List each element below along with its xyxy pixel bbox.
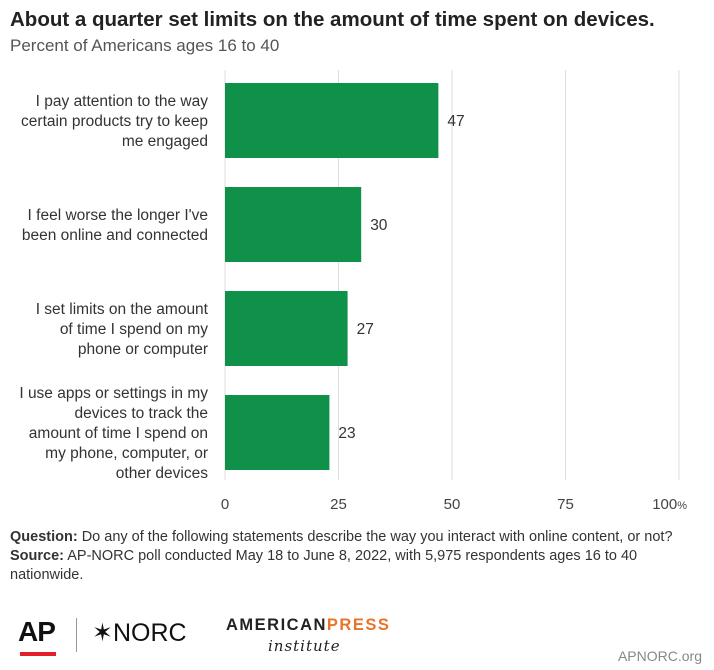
ap-logo: AP <box>18 616 56 647</box>
bar-1 <box>225 83 439 158</box>
tick-label-25: 25 <box>330 496 347 513</box>
question-text: Do any of the following statements descr… <box>77 529 673 545</box>
category-label-line: my phone, computer, or <box>45 445 208 462</box>
category-label-line: I use apps or settings in my <box>19 385 208 402</box>
category-label-line: of time I spend on my <box>60 321 208 338</box>
source-note: Source: AP-NORC poll conducted May 18 to… <box>10 547 700 585</box>
value-label-1: 47 <box>447 113 464 130</box>
api-logo-institute: institute <box>268 637 341 655</box>
bar-3 <box>225 291 348 366</box>
bar-chart: I pay attention to the way certain produc… <box>19 70 687 513</box>
category-label-line: I set limits on the amount <box>36 301 209 318</box>
api-logo-press: PRESS <box>326 616 391 634</box>
tick-label-75: 75 <box>557 496 574 513</box>
tick-unit: % <box>677 500 687 512</box>
category-label-line: I feel worse the longer I've <box>28 207 208 224</box>
value-label-3: 27 <box>357 321 374 338</box>
value-labels: 47 30 27 23 <box>338 113 464 442</box>
bars <box>225 83 439 470</box>
category-label-1: I pay attention to the way certain produc… <box>21 93 208 150</box>
chart-title: About a quarter set limits on the amount… <box>10 8 655 31</box>
bar-2 <box>225 187 362 262</box>
value-label-4: 23 <box>338 425 355 442</box>
category-label-line: amount of time I spend on <box>29 425 208 442</box>
value-label-2: 30 <box>370 217 388 234</box>
chart-subtitle: Percent of Americans ages 16 to 40 <box>10 36 280 55</box>
api-logo-american: AMERICAN <box>226 616 327 634</box>
source-label: Source: <box>10 548 64 564</box>
logo-bar: AP ✶NORC AMERICANPRESS institute <box>14 614 414 656</box>
tick-label-100: 100% <box>652 496 687 513</box>
category-label-line: I pay attention to the way <box>36 93 209 110</box>
category-label-line: me engaged <box>122 133 208 150</box>
category-label-line: other devices <box>116 465 208 482</box>
question-note: Question: Do any of the following statem… <box>10 528 700 547</box>
api-logo: AMERICANPRESS <box>226 616 390 635</box>
ap-logo-underline <box>20 652 56 656</box>
tick-label-0: 0 <box>221 496 229 513</box>
logo-divider <box>76 618 77 652</box>
question-label: Question: <box>10 529 78 545</box>
x-axis-ticks: 0 25 50 75 100% <box>221 496 687 513</box>
category-label-line: phone or computer <box>78 341 208 358</box>
category-label-line: devices to track the <box>74 405 208 422</box>
category-label-3: I set limits on the amount of time I spen… <box>36 301 209 358</box>
norc-logo: ✶NORC <box>92 619 187 647</box>
tick-label-50: 50 <box>444 496 461 513</box>
site-url: APNORC.org <box>617 648 702 664</box>
category-label-line: been online and connected <box>22 227 208 244</box>
category-label-4: I use apps or settings in my devices to t… <box>19 385 208 482</box>
bar-4 <box>225 395 330 470</box>
category-labels: I pay attention to the way certain produc… <box>19 93 208 482</box>
category-label-2: I feel worse the longer I've been online … <box>22 207 208 244</box>
chart-notes: Question: Do any of the following statem… <box>10 528 700 585</box>
source-text: AP-NORC poll conducted May 18 to June 8,… <box>10 548 638 583</box>
category-label-line: certain products try to keep <box>21 113 208 130</box>
